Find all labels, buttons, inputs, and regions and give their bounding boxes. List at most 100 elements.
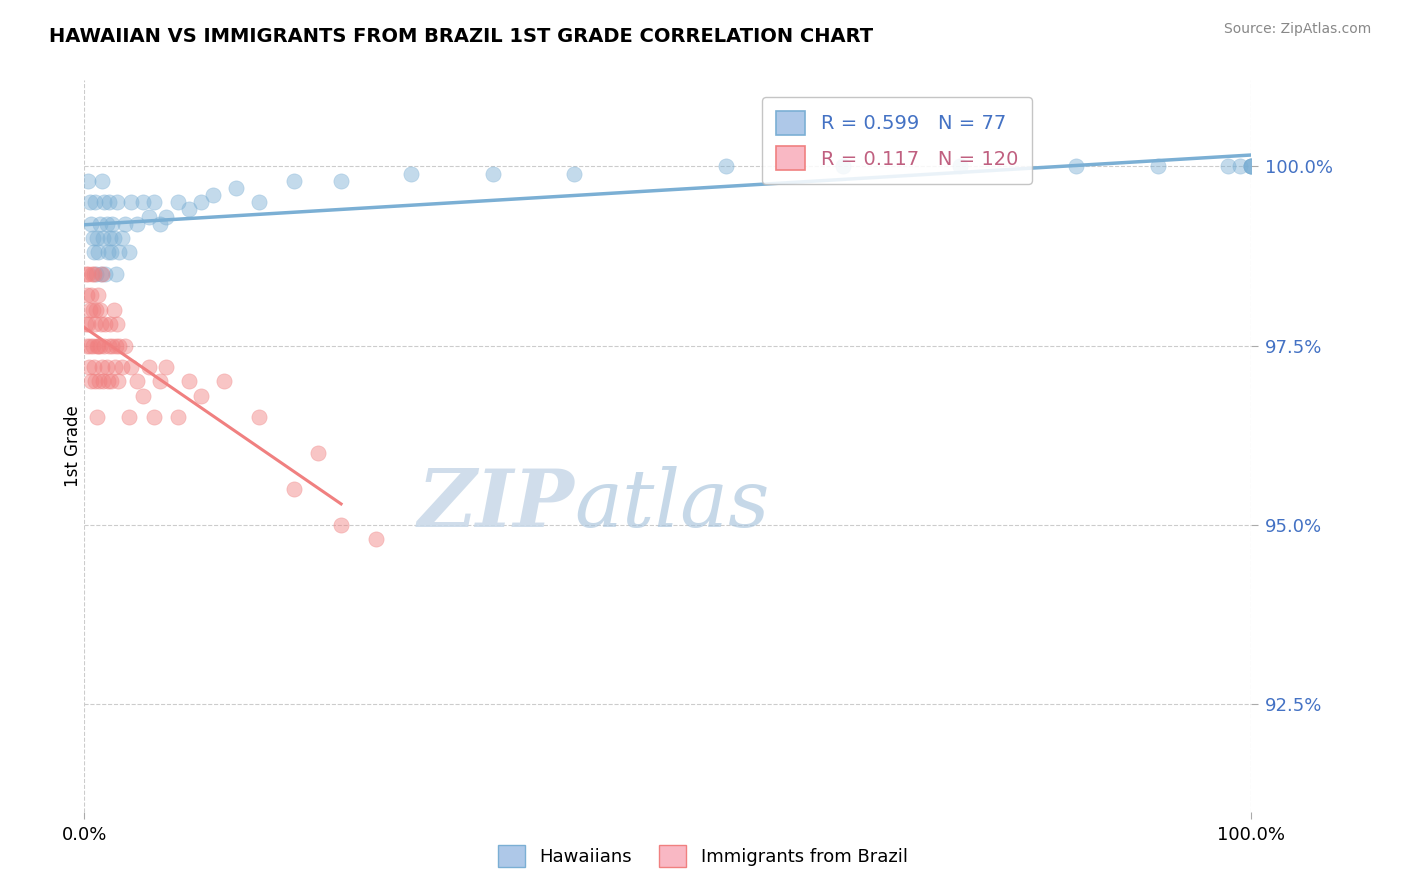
Point (79, 195, 101, 210)
Point (94, 317, 117, 331)
Point (1240, 159, 1263, 173)
Point (103, 231, 125, 245)
Point (82, 302, 104, 317)
Point (138, 360, 160, 375)
Point (108, 245, 131, 260)
Point (75, 267, 97, 281)
Point (90, 317, 112, 331)
Point (84, 302, 107, 317)
Point (283, 482, 305, 496)
Point (225, 181, 247, 195)
Point (103, 302, 125, 317)
Point (249, 195, 271, 210)
Point (1216, 159, 1239, 173)
Point (91, 375, 114, 389)
Point (80, 288, 103, 302)
Point (125, 375, 148, 389)
Point (132, 389, 155, 403)
Point (138, 210, 160, 224)
Point (101, 338, 124, 352)
Point (80, 375, 103, 389)
Point (111, 360, 134, 375)
Point (87, 245, 110, 260)
Point (105, 317, 128, 331)
Point (77, 360, 100, 375)
Point (97, 338, 120, 352)
Point (77, 267, 100, 281)
Point (399, 167, 422, 181)
Point (949, 159, 972, 173)
Point (283, 174, 305, 188)
Point (83, 317, 105, 331)
Point (83, 195, 105, 210)
Point (86, 231, 108, 245)
Point (249, 410, 271, 425)
Point (120, 360, 142, 375)
Point (97, 195, 120, 210)
Point (87, 375, 110, 389)
Point (100, 375, 122, 389)
Point (98, 231, 121, 245)
Point (94, 267, 117, 281)
Point (84, 267, 107, 281)
Point (76, 338, 98, 352)
Point (832, 159, 855, 173)
Point (107, 375, 129, 389)
Point (307, 446, 329, 460)
Point (120, 195, 142, 210)
Point (118, 410, 141, 425)
Point (330, 517, 353, 532)
Point (155, 360, 177, 375)
Point (1240, 159, 1263, 173)
Point (75, 317, 97, 331)
Point (125, 217, 148, 231)
Point (83, 245, 105, 260)
Point (108, 338, 131, 352)
Point (76, 174, 98, 188)
Point (90, 267, 112, 281)
Point (114, 217, 136, 231)
Point (93, 338, 115, 352)
Point (86, 410, 108, 425)
Point (82, 338, 104, 352)
Legend: R = 0.599   N = 77, R = 0.117   N = 120: R = 0.599 N = 77, R = 0.117 N = 120 (762, 97, 1032, 184)
Point (104, 360, 127, 375)
Point (87, 288, 110, 302)
Point (104, 267, 127, 281)
Point (76, 317, 98, 331)
Point (80, 217, 103, 231)
Point (83, 267, 105, 281)
Point (132, 195, 155, 210)
Point (98, 317, 121, 331)
Point (96, 360, 118, 375)
Point (101, 217, 124, 231)
Text: atlas: atlas (575, 466, 770, 543)
Point (91, 231, 114, 245)
Point (104, 338, 127, 352)
Point (105, 195, 128, 210)
Point (86, 338, 108, 352)
Point (482, 167, 505, 181)
Point (166, 195, 188, 210)
Point (111, 231, 134, 245)
Point (76, 288, 98, 302)
Point (87, 338, 110, 352)
Point (179, 202, 201, 217)
Point (143, 410, 166, 425)
Point (83, 360, 105, 375)
Text: Source: ZipAtlas.com: Source: ZipAtlas.com (1223, 22, 1371, 37)
Point (143, 195, 166, 210)
Point (90, 174, 112, 188)
Legend: Hawaiians, Immigrants from Brazil: Hawaiians, Immigrants from Brazil (491, 838, 915, 874)
Point (564, 167, 586, 181)
Point (190, 389, 212, 403)
Point (93, 195, 115, 210)
Text: ZIP: ZIP (418, 466, 575, 543)
Text: HAWAIIAN VS IMMIGRANTS FROM BRAZIL 1ST GRADE CORRELATION CHART: HAWAIIAN VS IMMIGRANTS FROM BRAZIL 1ST G… (49, 27, 873, 45)
Point (118, 245, 141, 260)
Y-axis label: 1st Grade: 1st Grade (65, 405, 82, 487)
Point (82, 231, 104, 245)
Point (100, 245, 122, 260)
Point (1229, 159, 1251, 173)
Point (166, 410, 188, 425)
